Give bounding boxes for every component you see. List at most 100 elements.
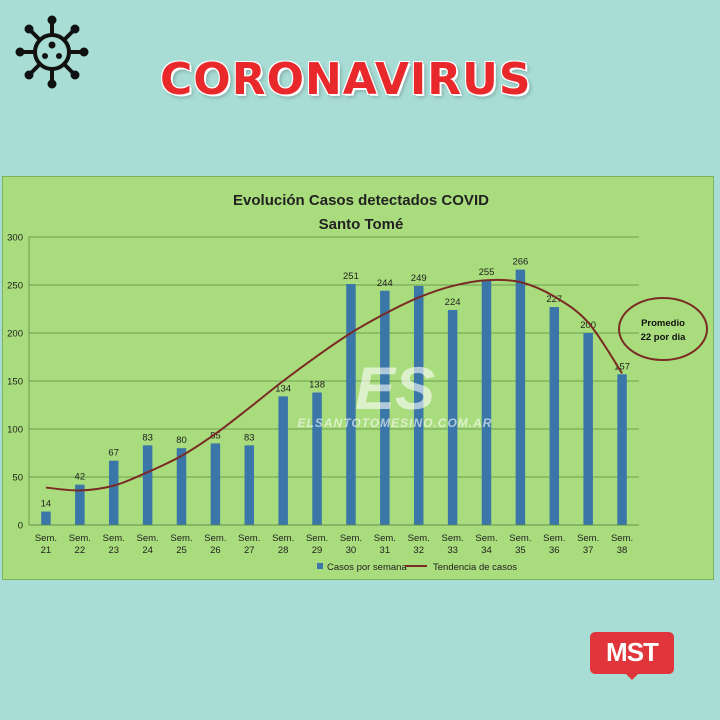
x-tick-label: 36 (549, 545, 560, 556)
bar (210, 443, 221, 525)
x-tick-label: 26 (210, 545, 221, 556)
x-tick-label: 35 (515, 545, 526, 556)
data-label: 14 (41, 499, 52, 510)
bar (108, 460, 119, 525)
gridlines (29, 236, 639, 526)
x-tick-label: 23 (108, 545, 119, 556)
chart-panel: Evolución Casos detectados COVID Santo T… (2, 176, 714, 580)
x-axis: Sem.21Sem.22Sem.23Sem.24Sem.25Sem.26Sem.… (29, 524, 639, 556)
x-tick-label: Sem. (238, 533, 260, 544)
y-tick-label: 200 (7, 329, 23, 340)
page-title: CORONAVIRUS (160, 54, 532, 105)
data-label: 80 (176, 435, 187, 446)
bar (41, 511, 51, 525)
legend-trend-label: Tendencia de casos (433, 562, 517, 573)
average-annotation: Promedio 22 por dia (618, 297, 708, 361)
x-tick-label: Sem. (35, 533, 57, 544)
y-tick-label: 150 (7, 377, 23, 388)
data-label: 266 (512, 257, 528, 268)
bar (278, 396, 288, 525)
x-tick-label: 30 (346, 545, 357, 556)
data-label: 83 (142, 432, 153, 443)
x-tick-label: Sem. (509, 533, 531, 544)
legend: Casos por semana Tendencia de casos (317, 562, 517, 573)
bar (142, 445, 153, 525)
data-label: 251 (343, 271, 359, 282)
chart-subtitle: Santo Tomé (319, 216, 404, 233)
x-tick-label: Sem. (204, 533, 226, 544)
x-tick-label: 24 (142, 545, 153, 556)
bar (176, 448, 187, 525)
bar (75, 484, 85, 525)
x-tick-label: Sem. (374, 533, 396, 544)
bar (481, 280, 492, 525)
data-label: 224 (445, 297, 461, 308)
data-labels: 14 42 67 83 80 85 83 134 138 251 244 249 224 255 266 22… (41, 257, 630, 510)
mst-logo-text: MST (606, 637, 659, 667)
data-label: 85 (210, 430, 221, 441)
chart-title: Evolución Casos detectados COVID (233, 192, 489, 209)
data-label: 227 (546, 294, 562, 305)
x-tick-label: 31 (380, 545, 391, 556)
x-tick-label: 25 (176, 545, 187, 556)
trend-line (45, 278, 623, 492)
annotation-line-2: 22 por dia (641, 332, 687, 343)
bar (617, 374, 627, 525)
x-tick-label: 27 (244, 545, 255, 556)
data-label: 157 (614, 361, 630, 372)
y-tick-label: 50 (12, 473, 23, 484)
data-label: 83 (244, 432, 255, 443)
bar (380, 290, 390, 525)
x-tick-label: Sem. (442, 533, 464, 544)
bar (413, 285, 424, 525)
virus-icon (15, 15, 89, 89)
bar-chart: Evolución Casos detectados COVID Santo T… (7, 192, 708, 573)
bar (312, 392, 322, 525)
data-label: 255 (479, 267, 495, 278)
legend-bar-swatch (317, 563, 323, 569)
bar (447, 309, 458, 525)
annotation-ellipse (618, 297, 708, 361)
x-tick-label: 34 (481, 545, 492, 556)
bar (515, 269, 526, 525)
bar (549, 307, 560, 525)
trend-line-path (45, 278, 623, 492)
data-label: 67 (108, 448, 119, 459)
x-tick-label: Sem. (611, 533, 633, 544)
x-tick-label: Sem. (137, 533, 159, 544)
x-tick-label: Sem. (272, 533, 294, 544)
x-tick-label: 28 (278, 545, 289, 556)
x-tick-label: 38 (617, 545, 628, 556)
legend-bar-label: Casos por semana (327, 562, 407, 573)
x-tick-label: Sem. (306, 533, 328, 544)
annotation-line-1: Promedio (641, 318, 685, 329)
x-tick-label: 21 (41, 545, 52, 556)
x-tick-label: Sem. (170, 533, 192, 544)
watermark-site: ELSANTOTOMESINO.COM.AR (298, 416, 493, 430)
x-tick-label: 33 (447, 545, 458, 556)
data-label: 138 (309, 380, 325, 391)
y-tick-label: 0 (18, 521, 23, 532)
bar (244, 445, 255, 525)
data-label: 200 (580, 320, 596, 331)
y-tick-label: 100 (7, 425, 23, 436)
mst-logo (590, 632, 674, 680)
watermark: ES ELSANTOTOMESINO.COM.AR (298, 355, 493, 430)
x-tick-label: 29 (312, 545, 323, 556)
x-tick-label: 37 (583, 545, 594, 556)
data-label: 134 (275, 383, 291, 394)
x-tick-label: Sem. (408, 533, 430, 544)
bars (41, 269, 627, 525)
data-label: 249 (411, 273, 427, 284)
bar (583, 333, 593, 525)
x-tick-label: Sem. (475, 533, 497, 544)
x-tick-label: Sem. (103, 533, 125, 544)
data-label: 244 (377, 278, 393, 289)
data-label: 42 (75, 472, 86, 483)
x-tick-label: Sem. (577, 533, 599, 544)
y-tick-label: 300 (7, 233, 23, 244)
bar (346, 284, 356, 525)
x-tick-label: Sem. (69, 533, 91, 544)
y-axis: 0 50 100 150 200 250 300 (7, 233, 30, 532)
x-tick-label: 32 (413, 545, 424, 556)
